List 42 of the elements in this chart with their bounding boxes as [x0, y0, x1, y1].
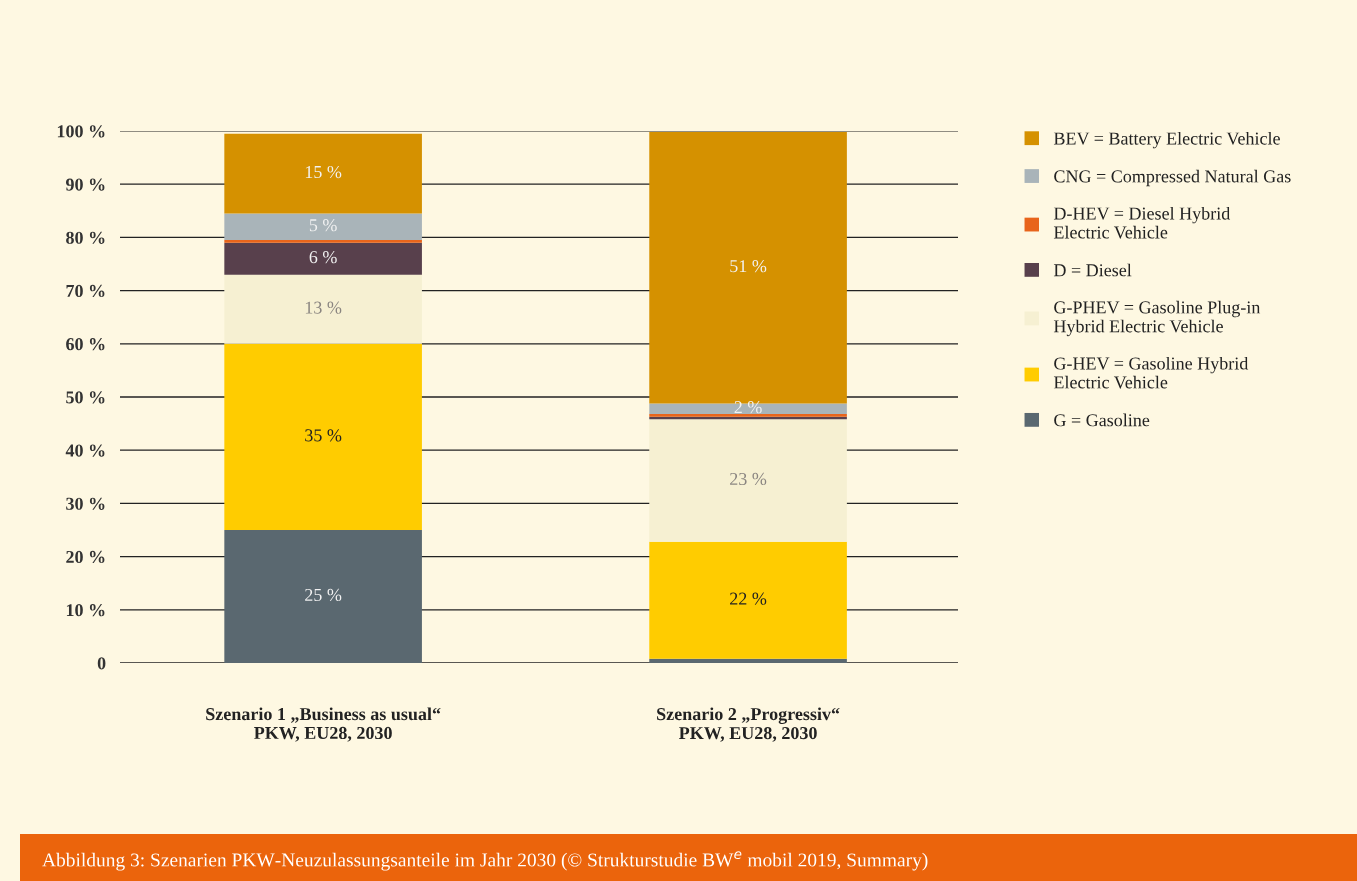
y-tick-label: 50 %: [66, 391, 105, 404]
data-label: 6 %: [309, 251, 337, 264]
text: Abbildung 3: Szenarien PKW-Neuzulassungsanteile im Jahr 2030 (© Strukturstudie BW$^{e}$ mobil 2019, Summary): [42, 851, 928, 871]
data-label: 2 %: [734, 401, 762, 414]
data-label: 23 %: [730, 472, 767, 486]
y-tick-label: 80 %: [66, 231, 105, 244]
data-label: 22 %: [730, 592, 767, 605]
legend-label: G = Gasoline: [1054, 413, 1150, 427]
legend-label: BEV = Battery Electric Vehicle: [1053, 131, 1280, 149]
x-tick-label: Szenario 1 „Business as usual“ PKW, EU28, 2030: [206, 707, 441, 742]
bar: [224, 274, 422, 344]
legend-label: G-PHEV = Gasoline Plug-in Hybrid Electric Vehicle: [1053, 300, 1261, 337]
y-tick-label: 90 %: [65, 178, 105, 191]
bar: [224, 240, 422, 243]
y-tick-label: 60 %: [66, 338, 105, 351]
bar: [224, 213, 422, 241]
bar: [649, 658, 847, 663]
y-tick-label: 40 %: [65, 444, 105, 457]
legend-label: CNG = Compressed Natural Gas: [1054, 169, 1291, 187]
y-tick-label: 20 %: [66, 550, 105, 564]
data-label: 13 %: [305, 301, 342, 314]
data-label: 35 %: [305, 429, 342, 442]
bar: [649, 403, 847, 415]
y-tick-label: 100 %: [57, 125, 105, 138]
bar: [224, 343, 422, 530]
bar: [649, 541, 847, 659]
bar: [224, 530, 422, 663]
bar: [649, 419, 847, 542]
data-label: 51 %: [730, 260, 767, 273]
legend-label: G-HEV = Gasoline Hybrid Electric Vehicle: [1053, 356, 1249, 389]
y-tick-label: 10 %: [66, 604, 105, 617]
bar: [224, 133, 422, 214]
data-label: 5 %: [309, 219, 337, 232]
bar: [224, 242, 422, 275]
y-tick-label: 30 %: [66, 497, 105, 510]
legend-label: D = Diesel: [1053, 263, 1132, 277]
data-label: 15 %: [305, 165, 342, 179]
data-label: 25 %: [305, 588, 342, 602]
y-tick-label: 70 %: [66, 284, 105, 298]
y-tick-label: 0: [97, 657, 106, 670]
x-tick-label: Szenario 2 „Progressiv“ PKW, EU28, 2030: [657, 707, 840, 742]
legend-label: D-HEV = Diesel Hybrid Electric Vehicle: [1053, 206, 1231, 239]
